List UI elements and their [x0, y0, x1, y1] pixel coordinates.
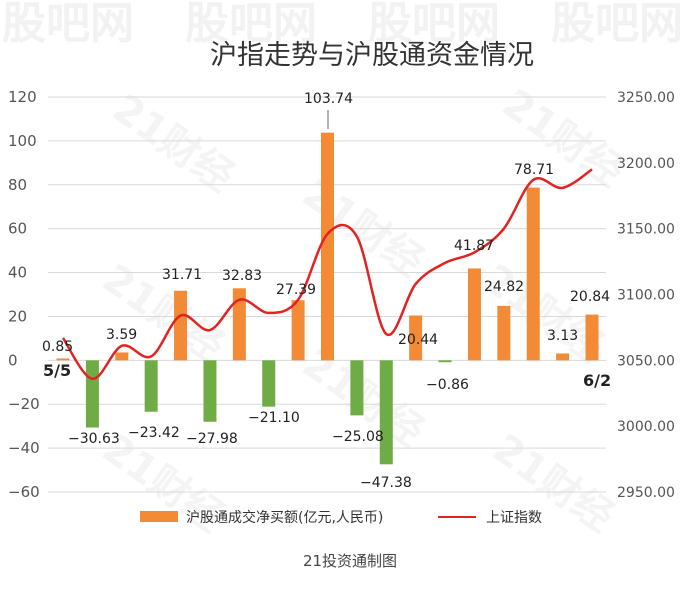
- watermark-diag-1: 21财经: [104, 86, 242, 201]
- gridlines: [48, 96, 606, 493]
- data-label: 0.85: [42, 339, 73, 355]
- right-tick-label: 3150.00: [617, 222, 675, 238]
- watermark-text-4: 股吧网: [551, 0, 683, 49]
- data-label: 27.39: [276, 282, 316, 298]
- left-tick-label: −20: [8, 395, 40, 413]
- right-tick-label: 2950.00: [617, 485, 675, 501]
- bar: [56, 358, 70, 361]
- end-date-label: 6/2: [583, 371, 611, 390]
- legend-label-line: 上证指数: [486, 510, 542, 526]
- index-line: [61, 168, 593, 381]
- left-axis: −60 −40 −20 0 20 40 60 80 100 120: [8, 88, 40, 501]
- right-tick-label: 3200.00: [617, 156, 675, 172]
- data-label: −47.38: [360, 475, 412, 491]
- data-label: −21.10: [248, 410, 300, 426]
- data-label: −25.08: [332, 429, 384, 445]
- data-label: 32.83: [222, 268, 262, 284]
- left-tick-label: 80: [8, 176, 27, 194]
- bar: [232, 288, 246, 361]
- right-tick-label: 3050.00: [617, 353, 675, 369]
- watermark-text-2: 股吧网: [185, 0, 317, 49]
- bar: [144, 360, 158, 412]
- bar: [85, 360, 99, 428]
- left-tick-label: 0: [8, 351, 18, 369]
- data-label: 20.84: [570, 289, 610, 305]
- data-label: 20.44: [398, 332, 438, 348]
- bar: [291, 300, 305, 361]
- data-label: 31.71: [162, 267, 202, 283]
- bar: [203, 360, 217, 422]
- bar: [115, 352, 129, 361]
- legend: 沪股通成交净买额(亿元,人民币) 上证指数: [140, 509, 542, 526]
- bar: [262, 360, 276, 407]
- bar: [526, 187, 540, 361]
- legend-swatch-bar: [140, 511, 178, 522]
- right-axis: 2950.00 3000.00 3050.00 3100.00 3150.00 3200.…: [617, 90, 675, 501]
- data-label: −23.42: [128, 425, 180, 441]
- bar: [556, 353, 570, 361]
- data-label: 41.87: [454, 238, 494, 254]
- left-tick-label: −60: [8, 483, 40, 501]
- bar: [585, 314, 599, 361]
- bar: [409, 315, 423, 361]
- left-tick-label: −40: [8, 439, 40, 457]
- bar: [350, 360, 364, 416]
- bar: [438, 360, 452, 363]
- data-label: −0.86: [426, 377, 469, 393]
- left-tick-label: 120: [8, 88, 37, 106]
- bar: [379, 360, 393, 465]
- watermark-text-1: 股吧网: [2, 0, 134, 49]
- left-tick-label: 40: [8, 264, 27, 282]
- line-series: [61, 168, 593, 381]
- bar: [497, 305, 511, 361]
- start-date-label: 5/5: [43, 361, 71, 380]
- left-tick-label: 100: [8, 132, 37, 150]
- watermark-text-3: 股吧网: [368, 0, 500, 49]
- watermark-top: 股吧网 股吧网 股吧网 股吧网: [2, 0, 683, 49]
- bar: [467, 268, 481, 361]
- data-label: −27.98: [186, 431, 238, 447]
- data-label: 3.13: [547, 328, 578, 344]
- left-tick-label: 20: [8, 307, 27, 325]
- watermark-diag-2: 21财经: [494, 81, 632, 196]
- right-tick-label: 3250.00: [617, 90, 675, 106]
- bar: [174, 290, 188, 361]
- data-label: 78.71: [514, 162, 554, 178]
- data-label: 3.59: [106, 327, 137, 343]
- bar: [321, 132, 334, 361]
- source-note: 21投资通制图: [303, 552, 397, 570]
- right-tick-label: 3100.00: [617, 288, 675, 304]
- right-tick-label: 3000.00: [617, 419, 675, 435]
- data-label: −30.63: [68, 431, 120, 447]
- chart-title: 沪指走势与沪股通资金情况: [210, 40, 534, 71]
- left-tick-label: 60: [8, 220, 27, 238]
- data-labels: 0.85 −30.63 3.59 −23.42 31.71 −27.98 32.83 −21.…: [42, 91, 610, 491]
- legend-label-bar: 沪股通成交净买额(亿元,人民币): [186, 509, 383, 526]
- data-label: 103.74: [304, 91, 353, 107]
- data-label: 24.82: [484, 279, 524, 295]
